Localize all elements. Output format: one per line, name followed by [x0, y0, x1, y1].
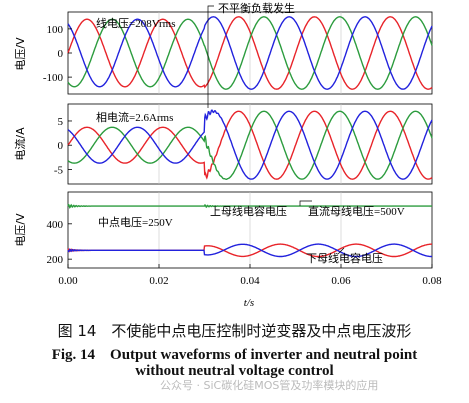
series-line-A [67, 110, 433, 180]
y-tick-label: 200 [47, 254, 64, 266]
series-line-cap-lower [67, 243, 432, 258]
x-tick-label: 0.04 [240, 275, 260, 287]
x-axis-label: t/s [244, 297, 254, 309]
dc-bus-annotation: 直流母线电压=500V [308, 204, 405, 218]
lower-cap-pointer [337, 247, 345, 255]
panel-dc: 200 400 中点电压=250V 上母线电容电压 直流母线电压=500V 下母线… [14, 191, 433, 269]
watermark: 公众号 · SiC碳化硅MOS管及功率模块的应用 [160, 379, 379, 392]
panel-voltage: -100 0 100 线电压=208Vrms 不平衡负载发生 电压/V [14, 1, 433, 108]
lower-cap-annotation: 下母线电容电压 [306, 251, 383, 265]
series-line-B [67, 110, 433, 180]
event-pointer [207, 5, 214, 108]
series-line-C [67, 109, 433, 180]
dc-bus-pointer [299, 200, 312, 206]
y-tick-label: -5 [54, 164, 64, 176]
series-line-dc-bus [67, 203, 432, 209]
series-line-CA [67, 16, 433, 90]
panel-current-ylabel: 电流/A [13, 127, 27, 161]
y-tick-label: -100 [43, 72, 64, 84]
panel-dc-ylabel: 电压/V [14, 213, 27, 247]
x-tick-label: 0.08 [422, 275, 442, 287]
neutral-voltage-annotation: 中点电压=250V [98, 216, 173, 229]
y-tick-label: 0 [58, 140, 64, 152]
line-voltage-annotation: 线电压=208Vrms [96, 16, 176, 30]
panel-current: -5 0 5 相电流=2.6Arms 电流/A [13, 103, 433, 185]
event-label: 不平衡负载发生 [218, 1, 295, 15]
series-line-AB [67, 16, 433, 90]
caption-chinese: 图 14 不使能中点电压控制时逆变器及中点电压波形 [57, 322, 412, 340]
y-tick-label: 400 [47, 219, 64, 231]
y-tick-label: 0 [58, 48, 64, 60]
series-line-BC [67, 16, 433, 90]
phase-current-annotation: 相电流=2.6Arms [96, 110, 173, 124]
y-tick-label: 100 [47, 24, 64, 36]
x-tick-label: 0.02 [149, 275, 168, 287]
caption-english-line2: without neutral voltage control [135, 363, 334, 379]
panel-voltage-ylabel: 电压/V [14, 37, 27, 71]
y-tick-label: 5 [58, 116, 64, 128]
upper-cap-annotation: 上母线电容电压 [210, 204, 287, 218]
figure: -100 0 100 线电压=208Vrms 不平衡负载发生 电压/V -5 0 5 相… [13, 1, 442, 309]
x-tick-label: 0.00 [58, 275, 78, 287]
caption-english-line1: Fig. 14 Output waveforms of inverter and… [51, 347, 418, 363]
x-tick-label: 0.06 [331, 275, 351, 287]
